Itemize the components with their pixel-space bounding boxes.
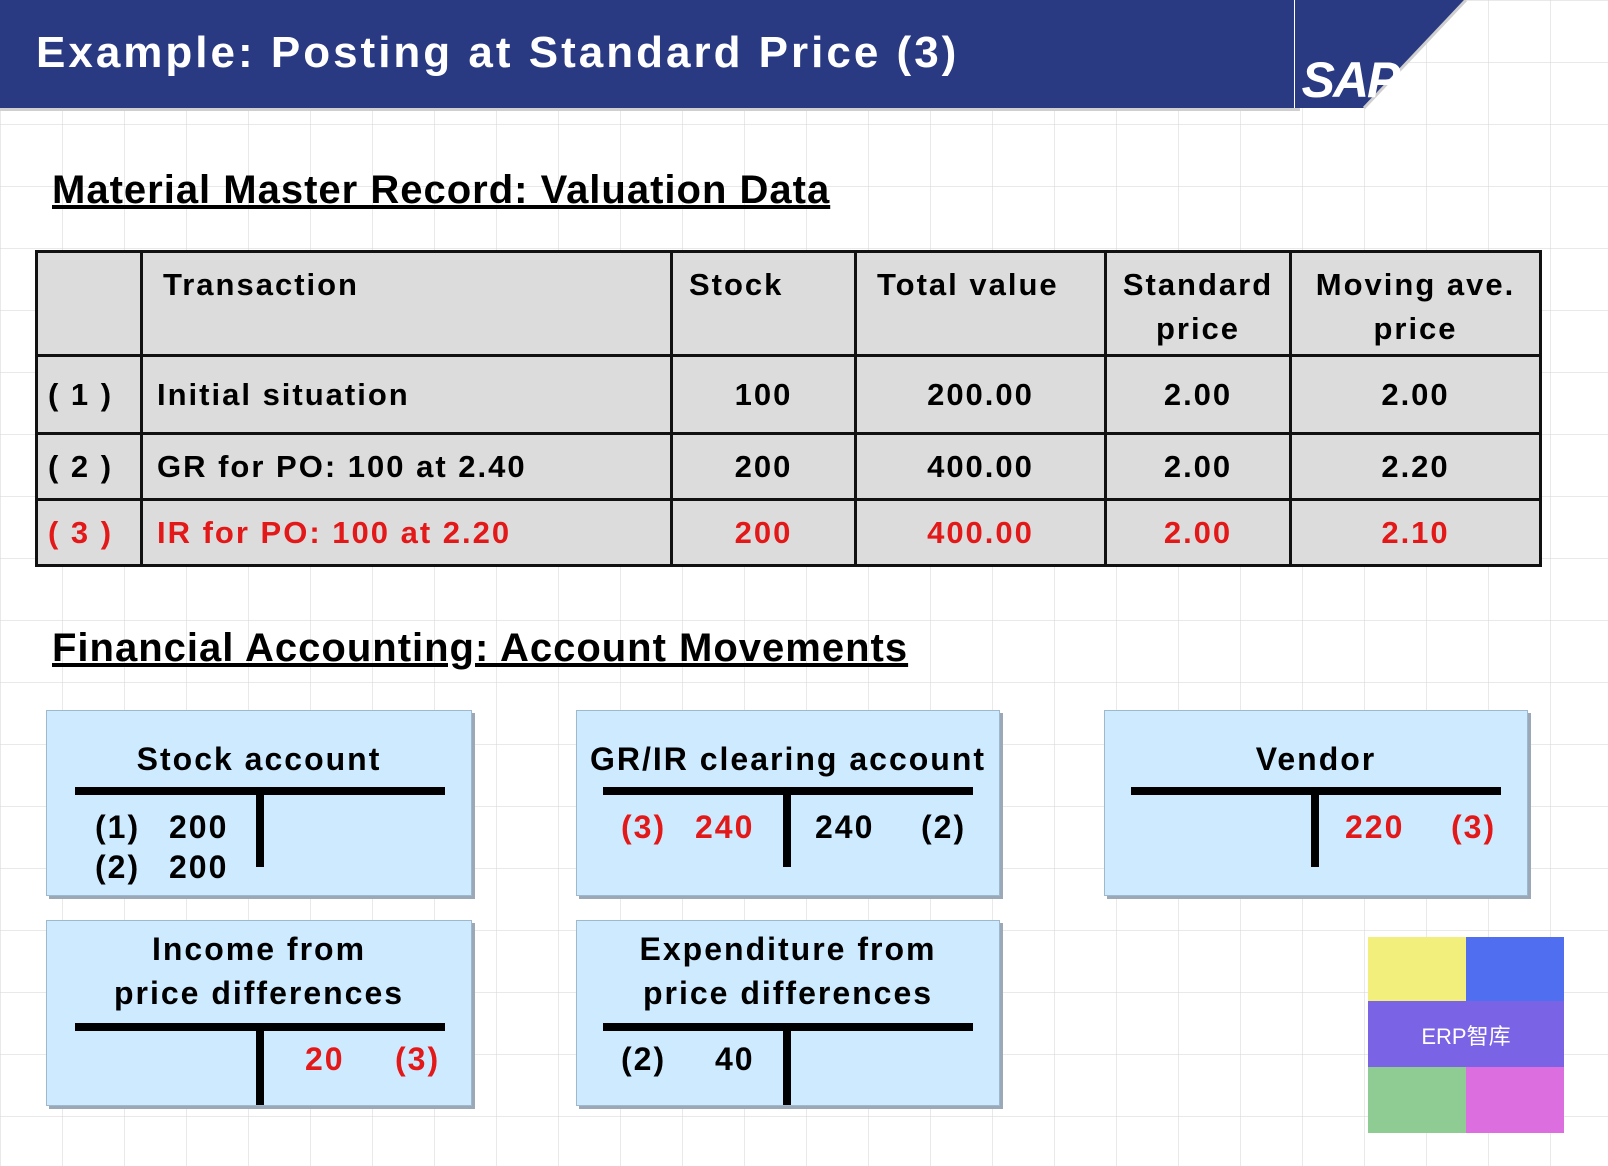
- credit-ref: (2): [921, 809, 967, 845]
- row-standard-price: 2.00: [1104, 354, 1292, 435]
- t-account-stem: [783, 1027, 791, 1105]
- credit-amount: 240: [815, 809, 875, 845]
- section-title-valuation: Material Master Record: Valuation Data: [52, 168, 831, 212]
- row-number: ( 1 ): [35, 354, 143, 435]
- row-moving-price: 2.20: [1289, 432, 1542, 501]
- table-header-row: Transaction Stock Total value Standard p…: [35, 250, 1542, 357]
- row-standard-price: 2.00: [1104, 432, 1292, 501]
- watermark-text: ERP智库: [1421, 1024, 1511, 1049]
- row-total-value: 400.00: [854, 432, 1107, 501]
- expenditure-account-card: Expenditure from price differences (2) 4…: [576, 920, 1000, 1106]
- row-transaction: GR for PO: 100 at 2.40: [140, 432, 673, 501]
- debit-ref: (3): [621, 809, 667, 845]
- header-number: [35, 250, 143, 357]
- page-title: Example: Posting at Standard Price (3): [36, 28, 960, 77]
- row-moving-price: 2.00: [1289, 354, 1542, 435]
- debit-amount: 200: [169, 809, 229, 845]
- expenditure-title-line1: Expenditure from: [639, 931, 937, 967]
- debit-ref: (1): [95, 809, 141, 845]
- credit-amount: 220: [1345, 809, 1405, 845]
- row-transaction: IR for PO: 100 at 2.20: [140, 498, 673, 567]
- vendor-account-card: Vendor 220 (3): [1104, 710, 1528, 896]
- erp-watermark: ERP智库: [1368, 937, 1564, 1133]
- valuation-table: Transaction Stock Total value Standard p…: [35, 250, 1542, 567]
- watermark-tile-purple: [1368, 1001, 1564, 1067]
- t-account-stem: [783, 791, 791, 867]
- vendor-account-title: Vendor: [1255, 741, 1377, 777]
- header-standard-price: Standard price: [1104, 250, 1292, 357]
- sap-logo: SAP: [1294, 0, 1514, 110]
- t-account-stem: [256, 1027, 264, 1105]
- t-account-stem: [1311, 791, 1319, 867]
- row-total-value: 200.00: [854, 354, 1107, 435]
- row-stock: 100: [670, 354, 857, 435]
- watermark-tile-blue: [1466, 937, 1564, 1001]
- table-row: ( 1 ) Initial situation 100 200.00 2.00 …: [35, 354, 1542, 435]
- grir-account-title: GR/IR clearing account: [589, 741, 987, 777]
- watermark-tile-yellow: [1368, 937, 1466, 1001]
- row-standard-price: 2.00: [1104, 498, 1292, 567]
- header-total-value: Total value: [854, 250, 1107, 357]
- income-account-card: Income from price differences 20 (3): [46, 920, 472, 1106]
- debit-ref: (2): [621, 1041, 667, 1077]
- row-total-value: 400.00: [854, 498, 1107, 567]
- grir-account-card: GR/IR clearing account (3) 240 240 (2): [576, 710, 1000, 896]
- credit-ref: (3): [395, 1041, 441, 1077]
- row-transaction: Initial situation: [140, 354, 673, 435]
- header-moving-line1: Moving ave.: [1315, 267, 1516, 302]
- debit-ref: (2): [95, 849, 141, 885]
- section-title-accounts: Financial Accounting: Account Movements: [52, 626, 909, 670]
- income-title-line2: price differences: [113, 975, 405, 1011]
- table-row: ( 2 ) GR for PO: 100 at 2.40 200 400.00 …: [35, 432, 1542, 501]
- t-account-stem: [256, 791, 264, 867]
- row-number: ( 2 ): [35, 432, 143, 501]
- debit-amount: 40: [715, 1041, 755, 1077]
- watermark-tile-green: [1368, 1067, 1466, 1133]
- header-moving-line2: price: [1373, 311, 1458, 346]
- logo-text: SAP: [1301, 52, 1401, 108]
- table-row-highlighted: ( 3 ) IR for PO: 100 at 2.20 200 400.00 …: [35, 498, 1542, 567]
- header-standard-line2: price: [1155, 311, 1241, 346]
- row-moving-price: 2.10: [1289, 498, 1542, 567]
- header-standard-line1: Standard: [1122, 267, 1274, 302]
- stock-account-title: Stock account: [136, 741, 382, 777]
- debit-amount: 200: [169, 849, 229, 885]
- header-stock: Stock: [670, 250, 857, 357]
- row-number: ( 3 ): [35, 498, 143, 567]
- header-moving-price: Moving ave. price: [1289, 250, 1542, 357]
- debit-amount: 240: [695, 809, 755, 845]
- title-bar: Example: Posting at Standard Price (3): [0, 0, 1300, 111]
- watermark-tile-pink: [1466, 1067, 1564, 1133]
- logo-shape-icon: [1294, 0, 1468, 110]
- expenditure-title-line2: price differences: [642, 975, 934, 1011]
- credit-ref: (3): [1451, 809, 1497, 845]
- row-stock: 200: [670, 432, 857, 501]
- header-transaction: Transaction: [140, 250, 673, 357]
- row-stock: 200: [670, 498, 857, 567]
- income-title-line1: Income from: [151, 931, 367, 967]
- credit-amount: 20: [305, 1041, 345, 1077]
- stock-account-card: Stock account (1) 200 (2) 200: [46, 710, 472, 896]
